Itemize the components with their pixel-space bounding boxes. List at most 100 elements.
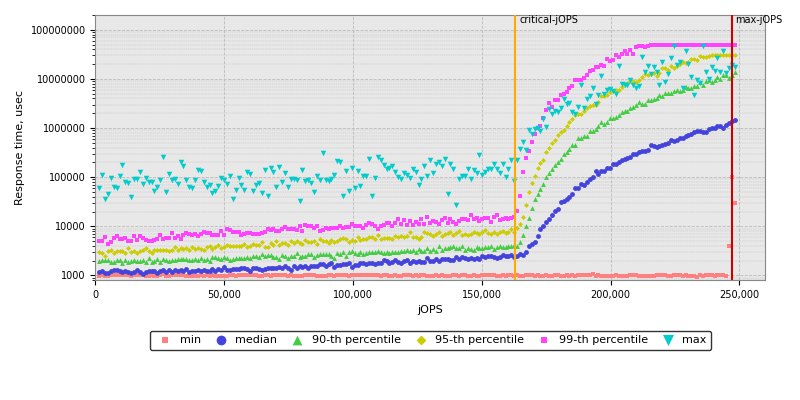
max bbox=[435, 162, 448, 169]
99-th percentile bbox=[644, 41, 657, 48]
99-th percentile bbox=[537, 114, 550, 121]
max bbox=[316, 150, 329, 156]
90-th percentile bbox=[401, 247, 414, 254]
median bbox=[346, 264, 358, 270]
95-th percentile bbox=[325, 237, 338, 243]
95-th percentile bbox=[244, 242, 257, 249]
min bbox=[166, 272, 178, 278]
95-th percentile bbox=[200, 244, 213, 250]
99-th percentile bbox=[479, 215, 492, 221]
min bbox=[93, 272, 106, 279]
90-th percentile bbox=[542, 170, 555, 177]
90-th percentile bbox=[682, 85, 695, 91]
min bbox=[653, 272, 666, 278]
median bbox=[662, 140, 674, 146]
median bbox=[362, 260, 375, 266]
95-th percentile bbox=[174, 244, 187, 251]
99-th percentile bbox=[113, 236, 126, 242]
99-th percentile bbox=[688, 41, 701, 48]
median bbox=[502, 253, 515, 259]
90-th percentile bbox=[458, 246, 471, 253]
99-th percentile bbox=[354, 222, 367, 229]
95-th percentile bbox=[554, 129, 567, 135]
median bbox=[627, 151, 640, 157]
95-th percentile bbox=[139, 244, 152, 251]
90-th percentile bbox=[674, 88, 686, 94]
median bbox=[558, 198, 570, 204]
90-th percentile bbox=[554, 155, 567, 162]
median bbox=[653, 143, 666, 149]
max bbox=[107, 184, 120, 190]
max bbox=[514, 146, 526, 152]
max bbox=[198, 179, 210, 186]
median bbox=[444, 257, 457, 263]
99-th percentile bbox=[102, 240, 114, 247]
max bbox=[566, 109, 578, 115]
max bbox=[606, 88, 619, 94]
max bbox=[261, 193, 274, 200]
median bbox=[554, 199, 567, 206]
99-th percentile bbox=[606, 57, 619, 63]
max bbox=[351, 168, 364, 174]
min bbox=[650, 272, 663, 278]
99-th percentile bbox=[308, 225, 321, 231]
90-th percentile bbox=[722, 74, 735, 81]
90-th percentile bbox=[93, 258, 106, 264]
median bbox=[546, 212, 558, 218]
99-th percentile bbox=[299, 222, 312, 228]
max bbox=[218, 177, 230, 183]
95-th percentile bbox=[253, 242, 266, 248]
90-th percentile bbox=[633, 99, 646, 106]
99-th percentile bbox=[183, 231, 196, 237]
min bbox=[430, 272, 442, 278]
90-th percentile bbox=[116, 260, 129, 266]
90-th percentile bbox=[470, 244, 483, 250]
median bbox=[583, 176, 596, 182]
min bbox=[558, 272, 570, 279]
max bbox=[494, 170, 506, 176]
median bbox=[273, 264, 286, 271]
min bbox=[456, 272, 469, 279]
90-th percentile bbox=[711, 74, 724, 80]
95-th percentile bbox=[278, 240, 291, 246]
median bbox=[621, 154, 634, 161]
99-th percentile bbox=[574, 77, 587, 83]
max bbox=[293, 198, 306, 204]
90-th percentile bbox=[122, 258, 134, 265]
90-th percentile bbox=[706, 79, 718, 85]
min bbox=[490, 272, 503, 279]
90-th percentile bbox=[246, 253, 259, 259]
95-th percentile bbox=[264, 240, 277, 246]
99-th percentile bbox=[694, 41, 706, 48]
90-th percentile bbox=[357, 250, 370, 257]
90-th percentile bbox=[424, 248, 437, 254]
90-th percentile bbox=[566, 142, 578, 148]
median bbox=[232, 266, 245, 273]
max bbox=[406, 166, 419, 172]
95-th percentile bbox=[160, 247, 173, 254]
90-th percentile bbox=[514, 239, 526, 246]
min bbox=[354, 272, 367, 278]
99-th percentile bbox=[517, 169, 530, 176]
95-th percentile bbox=[191, 244, 204, 251]
95-th percentile bbox=[322, 240, 335, 246]
99-th percentile bbox=[612, 54, 625, 60]
median bbox=[319, 263, 332, 269]
median bbox=[726, 118, 738, 124]
90-th percentile bbox=[726, 72, 738, 78]
median bbox=[487, 254, 500, 261]
90-th percentile bbox=[526, 204, 538, 211]
90-th percentile bbox=[729, 69, 742, 76]
95-th percentile bbox=[145, 250, 158, 256]
max bbox=[299, 177, 312, 184]
max bbox=[212, 183, 225, 189]
90-th percentile bbox=[421, 244, 434, 251]
min bbox=[569, 272, 582, 279]
95-th percentile bbox=[366, 234, 378, 240]
max bbox=[244, 171, 257, 178]
95-th percentile bbox=[293, 240, 306, 246]
median bbox=[276, 265, 289, 272]
99-th percentile bbox=[392, 216, 405, 222]
90-th percentile bbox=[174, 256, 187, 262]
99-th percentile bbox=[360, 222, 373, 229]
